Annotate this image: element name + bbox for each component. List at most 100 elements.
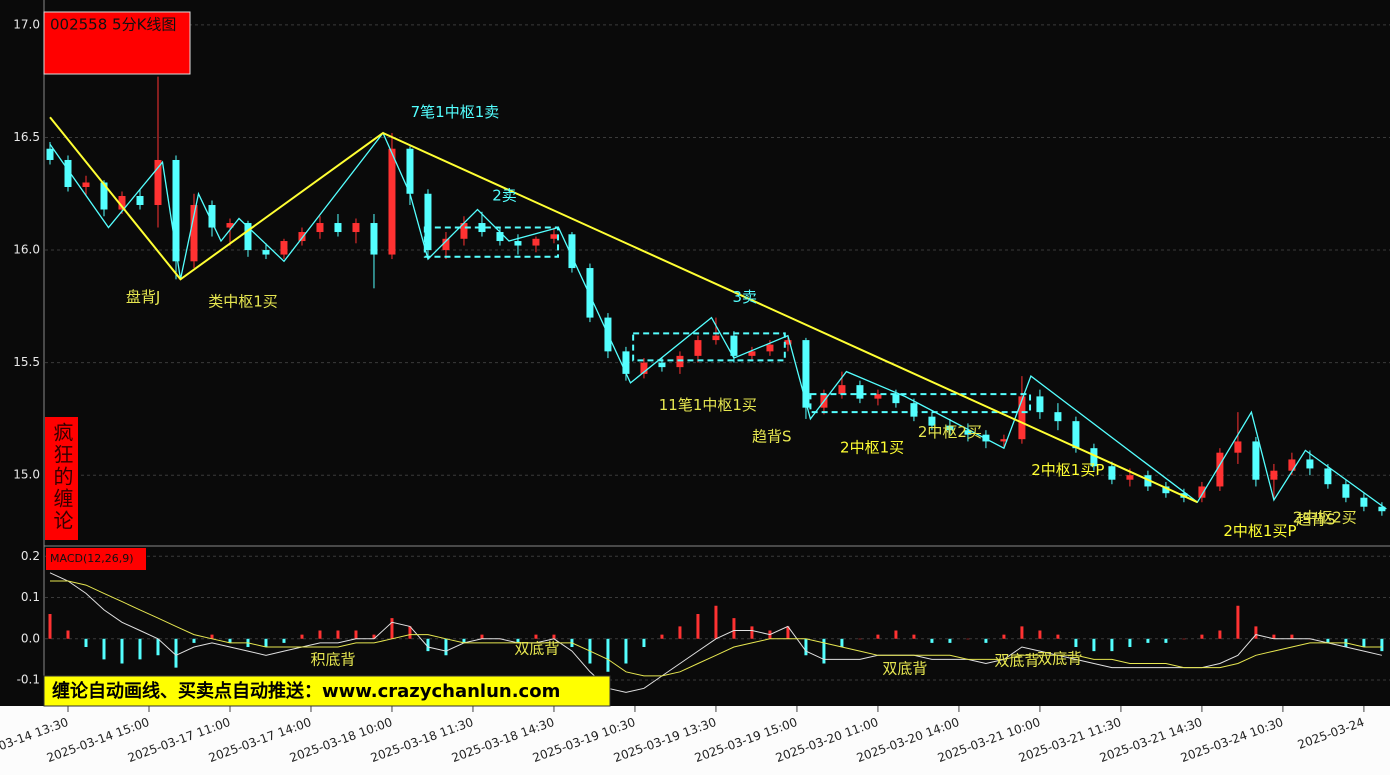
candle-body — [1108, 466, 1116, 480]
candle-body — [82, 182, 90, 187]
side-label: 疯狂的缠论 — [50, 422, 74, 532]
annotation: 3卖 — [732, 288, 757, 306]
candle-body — [568, 234, 576, 269]
candle-body — [460, 223, 468, 239]
macd-bar — [426, 638, 430, 652]
candle-body — [1216, 452, 1224, 487]
macd-bar — [192, 638, 196, 643]
macd-bar — [1290, 634, 1294, 639]
annotation: 双底背 — [1037, 649, 1082, 667]
candle-body — [1234, 441, 1242, 453]
candle-body — [550, 234, 558, 239]
annotation: 2卖 — [492, 187, 517, 205]
macd-bar — [300, 634, 304, 639]
y-tick-label: 0.0 — [21, 631, 40, 645]
candle-body — [730, 335, 738, 356]
macd-bar — [786, 626, 790, 639]
candle-body — [856, 385, 864, 399]
candle-body — [784, 340, 792, 345]
macd-bar — [1254, 626, 1258, 639]
candle-body — [838, 385, 846, 395]
macd-bar — [1218, 630, 1222, 639]
candle-body — [1306, 459, 1314, 469]
candle-body — [1036, 396, 1044, 413]
annotation: 2中枢2买 — [1293, 508, 1357, 526]
macd-bar — [390, 618, 394, 639]
macd-bar — [516, 638, 520, 643]
candle-body — [388, 148, 396, 255]
candle-body — [208, 205, 216, 228]
candle-body — [982, 434, 990, 442]
y-tick-label: -0.1 — [17, 673, 40, 687]
macd-bar — [354, 630, 358, 639]
macd-bar — [120, 638, 124, 664]
footer-box — [43, 675, 611, 707]
candle-body — [226, 223, 234, 228]
candle-body — [640, 362, 648, 374]
segment-line — [49, 131, 1387, 510]
macd-bar — [714, 605, 718, 639]
macd-bar — [174, 638, 178, 668]
annotation: 7笔1中枢1卖 — [411, 103, 500, 121]
macd-bar — [462, 638, 466, 643]
candle-body — [46, 148, 54, 160]
candle-body — [676, 355, 684, 368]
macd-bar — [1182, 638, 1186, 640]
macd-bar — [1038, 630, 1042, 639]
macd-bar — [1020, 626, 1024, 639]
annotation: 类中枢1买 — [208, 292, 278, 310]
candle-body — [1090, 448, 1098, 467]
candle-body — [478, 223, 486, 233]
macd-bar — [948, 638, 952, 643]
macd-bar — [228, 638, 232, 643]
candle-body — [1378, 506, 1386, 512]
candle-body — [1360, 497, 1368, 507]
title-box — [43, 11, 191, 75]
dea-line — [50, 580, 1382, 677]
pivot-box — [423, 226, 560, 258]
candle-body — [190, 205, 198, 262]
annotation: 2中枢2买 — [918, 423, 982, 441]
annotation: 积底背 — [311, 650, 356, 668]
candle-body — [136, 196, 144, 206]
macd-bar — [1146, 638, 1150, 643]
macd-bar — [930, 638, 934, 643]
candle-body — [118, 196, 126, 210]
macd-bar — [210, 634, 214, 639]
candle-body — [496, 232, 504, 242]
y-tick-label: 15.5 — [13, 355, 40, 369]
macd-bar — [966, 638, 970, 640]
macd-bar — [1200, 634, 1204, 639]
macd-bar — [804, 638, 808, 656]
macd-bar — [372, 634, 376, 639]
macd-bar — [264, 638, 268, 648]
candle-body — [154, 159, 162, 206]
candle-body — [910, 403, 918, 417]
candle-body — [1162, 486, 1170, 494]
candle-body — [1054, 412, 1062, 422]
candle-body — [694, 340, 702, 356]
macd-bar — [1362, 638, 1366, 648]
candle-body — [1288, 459, 1296, 471]
macd-bar — [606, 638, 610, 672]
annotation: 趋背S — [752, 427, 792, 445]
macd-bar — [444, 638, 448, 656]
candle-body — [892, 394, 900, 404]
macd-bar — [318, 630, 322, 639]
annotation: 2中枢1买P — [1223, 522, 1296, 540]
macd-bar — [1110, 638, 1114, 652]
macd-bar — [102, 638, 106, 660]
macd-bar — [750, 626, 754, 639]
macd-bar — [336, 630, 340, 639]
candle-body — [1270, 470, 1278, 480]
macd-bar — [552, 634, 556, 639]
macd-bar — [1326, 638, 1330, 643]
macd-bar — [678, 626, 682, 639]
annotation: 趋背S — [1296, 511, 1336, 529]
candle-body — [244, 223, 252, 251]
annotation: 双底背 — [514, 640, 559, 658]
annotation: 11笔1中枢1买 — [659, 396, 757, 414]
macd-bar — [138, 638, 142, 660]
